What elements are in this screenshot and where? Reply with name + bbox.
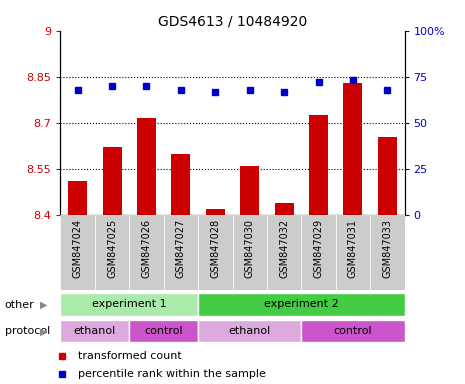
Bar: [137, 118, 156, 215]
Text: control: control: [144, 326, 183, 336]
Bar: [129, 320, 198, 343]
Text: GSM847024: GSM847024: [73, 219, 83, 278]
Bar: [198, 215, 232, 290]
Text: transformed count: transformed count: [78, 351, 182, 361]
Bar: [164, 215, 198, 290]
Text: protocol: protocol: [5, 326, 50, 336]
Bar: [309, 115, 328, 215]
Text: ▶: ▶: [40, 300, 47, 310]
Text: GSM847028: GSM847028: [210, 219, 220, 278]
Bar: [60, 215, 95, 290]
Bar: [336, 215, 370, 290]
Bar: [232, 215, 267, 290]
Bar: [301, 215, 336, 290]
Bar: [378, 137, 397, 215]
Title: GDS4613 / 10484920: GDS4613 / 10484920: [158, 14, 307, 28]
Bar: [344, 83, 362, 215]
Bar: [198, 293, 405, 316]
Text: GSM847033: GSM847033: [382, 219, 392, 278]
Bar: [198, 320, 301, 343]
Bar: [129, 215, 164, 290]
Bar: [60, 320, 129, 343]
Text: control: control: [333, 326, 372, 336]
Text: ethanol: ethanol: [74, 326, 116, 336]
Text: experiment 2: experiment 2: [264, 299, 339, 310]
Bar: [68, 181, 87, 215]
Bar: [95, 215, 129, 290]
Bar: [240, 166, 259, 215]
Text: GSM847026: GSM847026: [141, 219, 152, 278]
Text: ethanol: ethanol: [229, 326, 271, 336]
Text: experiment 1: experiment 1: [92, 299, 166, 310]
Text: GSM847027: GSM847027: [176, 219, 186, 278]
Bar: [103, 147, 121, 215]
Bar: [370, 215, 405, 290]
Bar: [172, 154, 190, 215]
Text: GSM847031: GSM847031: [348, 219, 358, 278]
Text: percentile rank within the sample: percentile rank within the sample: [78, 369, 266, 379]
Bar: [275, 203, 293, 215]
Bar: [267, 215, 301, 290]
Text: other: other: [5, 300, 34, 310]
Bar: [60, 293, 198, 316]
Text: GSM847025: GSM847025: [107, 219, 117, 278]
Text: ▶: ▶: [40, 326, 47, 336]
Text: GSM847029: GSM847029: [313, 219, 324, 278]
Bar: [301, 320, 405, 343]
Text: GSM847032: GSM847032: [279, 219, 289, 278]
Bar: [206, 209, 225, 215]
Text: GSM847030: GSM847030: [245, 219, 255, 278]
